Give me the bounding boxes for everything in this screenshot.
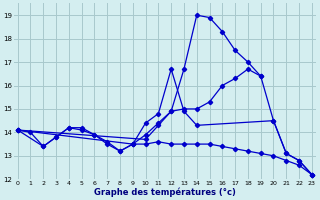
X-axis label: Graphe des températures (°c): Graphe des températures (°c) <box>94 187 236 197</box>
